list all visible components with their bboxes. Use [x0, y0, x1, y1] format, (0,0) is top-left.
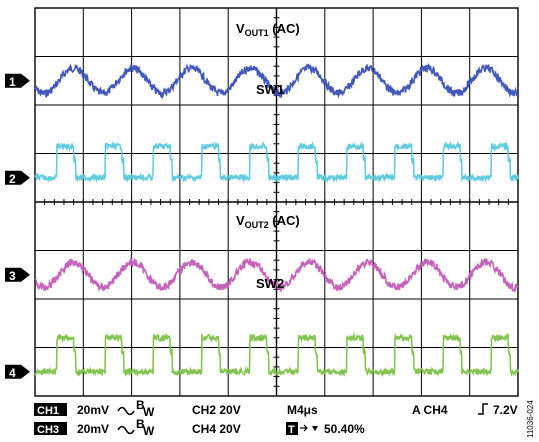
timebase: M4μs — [287, 403, 318, 417]
ch1-badge-text: CH1 — [37, 405, 59, 417]
right-arrow-icon — [300, 424, 308, 432]
ch3-badge — [34, 422, 67, 435]
trigger-position: 50.40% — [324, 422, 365, 436]
sw1-label: SW1 — [256, 82, 284, 97]
channel-marker-label: 2 — [9, 172, 16, 186]
graticule — [34, 7, 519, 397]
ch4-scale: CH4 20V — [192, 422, 241, 436]
settings-row-2: CH3 20mV B W CH4 20V T 50.40% — [34, 417, 365, 438]
trigger-position-badge-text: T — [288, 424, 295, 436]
channel-markers: 1 2 3 4 — [5, 73, 30, 380]
channel-marker-label: 3 — [9, 269, 16, 283]
vout1-label: VOUT1 (AC) — [236, 21, 300, 38]
channel-marker-3: 3 — [5, 267, 30, 283]
channel-marker-label: 1 — [9, 75, 16, 89]
ch1-scale: 20mV — [77, 403, 109, 417]
channel-marker-4: 4 — [5, 364, 30, 380]
down-triangle-icon — [312, 426, 318, 431]
channel-marker-box — [5, 364, 21, 379]
bw-label-2: B — [136, 417, 145, 431]
traces — [34, 62, 519, 378]
bw-sub-2: W — [143, 424, 155, 438]
settings-row-1: CH1 20mV B W CH2 20V M4μs A CH4 7.2V — [34, 398, 518, 419]
bandwidth-icon — [117, 406, 135, 416]
ch3-badge-text: CH3 — [37, 424, 59, 436]
figure-id: 11036-024 — [526, 400, 535, 438]
bw-label: B — [136, 398, 145, 412]
trace-ch3 — [34, 256, 519, 294]
channel-marker-label: 4 — [9, 366, 16, 380]
ch1-badge — [34, 403, 67, 416]
trigger-source: A CH4 — [412, 403, 448, 417]
ch2-scale: CH2 20V — [192, 403, 241, 417]
channel-marker-1: 1 — [5, 73, 30, 89]
channel-marker-box — [5, 170, 21, 185]
trigger-position-badge — [286, 422, 298, 435]
channel-marker-arrow — [21, 267, 30, 282]
sw2-label: SW2 — [256, 276, 284, 291]
channel-marker-box — [5, 73, 21, 88]
bw-sub: W — [143, 405, 155, 419]
vout2-label: VOUT2 (AC) — [236, 213, 300, 230]
trace-ch2 — [34, 140, 519, 184]
bandwidth-icon-2 — [117, 425, 135, 435]
ch3-scale: 20mV — [77, 422, 109, 436]
trace-ch1 — [34, 62, 519, 100]
channel-marker-box — [5, 267, 21, 282]
rising-edge-icon — [478, 403, 488, 415]
trace-ch4 — [34, 331, 519, 378]
channel-marker-2: 2 — [5, 170, 30, 186]
channel-marker-arrow — [21, 170, 30, 185]
channel-marker-arrow — [21, 364, 30, 379]
trigger-level: 7.2V — [493, 403, 518, 417]
channel-marker-arrow — [21, 73, 30, 88]
